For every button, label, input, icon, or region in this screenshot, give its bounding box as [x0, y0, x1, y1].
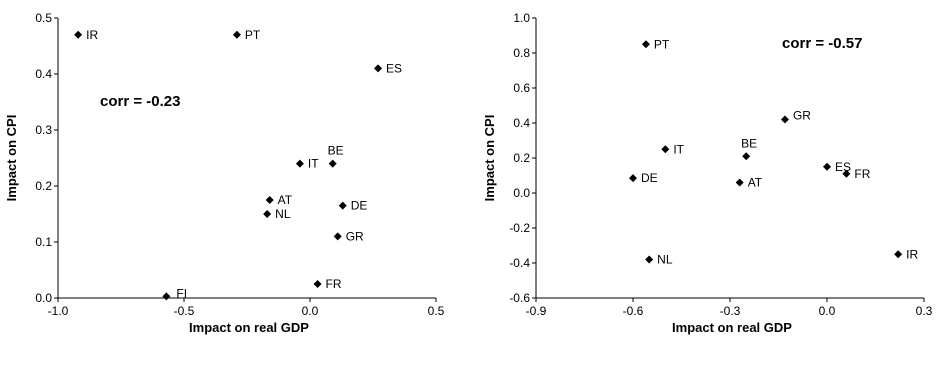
data-point-gr	[333, 232, 342, 241]
y-tick-label: 0.0	[35, 291, 52, 305]
x-tick-label: 0.0	[302, 304, 319, 318]
point-label-it: IT	[308, 157, 319, 171]
data-point-it	[661, 145, 670, 154]
data-point-at	[735, 178, 744, 187]
y-tick-label: 0.0	[513, 186, 530, 200]
data-point-gr	[780, 115, 789, 124]
point-label-be: BE	[741, 136, 757, 150]
scatter-plot-2: -0.6-0.4-0.20.00.20.40.60.81.0-0.9 -0.6 -0…	[482, 11, 933, 335]
x-axis-label: Impact on real GDP	[189, 320, 309, 335]
point-label-nl: NL	[657, 253, 673, 267]
y-tick-label: 0.4	[513, 116, 530, 130]
point-label-at: AT	[748, 176, 763, 190]
x-axis-label: Impact on real GDP	[672, 320, 792, 335]
y-tick-label: 0.1	[35, 235, 52, 249]
point-label-de: DE	[641, 171, 658, 185]
y-tick-label: 0.2	[35, 179, 52, 193]
y-tick-label: -0.4	[509, 256, 530, 270]
y-axis-label: Impact on CPI	[4, 115, 19, 202]
y-tick-label: 0.6	[513, 81, 530, 95]
point-label-es: ES	[386, 61, 402, 75]
y-tick-label: -0.6	[509, 291, 530, 305]
point-label-es: ES	[835, 160, 851, 174]
point-label-ir: IR	[906, 247, 918, 261]
y-axis-label: Impact on CPI	[482, 115, 497, 202]
point-label-fr: FR	[326, 277, 342, 291]
point-label-de: DE	[351, 199, 368, 213]
y-tick-label: 0.3	[35, 123, 52, 137]
data-point-de	[338, 201, 347, 210]
data-point-fr	[313, 280, 322, 288]
data-point-nl	[645, 255, 654, 264]
point-label-nl: NL	[275, 207, 291, 221]
data-point-pt	[232, 30, 241, 39]
data-point-pt	[641, 40, 650, 49]
x-tick-label: 0.5	[428, 304, 445, 318]
point-label-gr: GR	[793, 109, 811, 123]
scatter-plot-1: 0.0 0.1 0.2 0.3 0.4 0.5 -1.0 -0.5 0.0 0.5 Impact o…	[4, 11, 445, 335]
y-tick-label: 0.8	[513, 46, 530, 60]
data-point-at	[265, 196, 274, 204]
x-tick-label: -0.6	[623, 304, 644, 318]
data-point-it	[295, 159, 304, 168]
correlation-annotation: corr = -0.23	[100, 93, 180, 110]
y-tick-label: 0.2	[513, 151, 530, 165]
x-tick-label: -0.5	[174, 304, 195, 318]
x-tick-label: -0.9	[526, 304, 547, 318]
data-point-fi	[162, 292, 171, 301]
point-label-gr: GR	[346, 229, 364, 243]
data-point-fr	[842, 169, 851, 178]
y-tick-label: 0.5	[35, 11, 52, 25]
x-tick-label: -0.3	[720, 304, 741, 318]
y-tick-label: 0.4	[35, 67, 52, 81]
x-tick-label: 0.0	[819, 304, 836, 318]
data-point-nl	[263, 210, 272, 218]
point-label-ir: IR	[86, 28, 98, 42]
data-point-es	[823, 162, 831, 171]
point-label-fr: FR	[854, 167, 870, 181]
x-tick-label: 0.3	[916, 304, 933, 318]
data-point-be	[328, 159, 337, 168]
point-label-pt: PT	[654, 37, 670, 51]
point-label-it: IT	[673, 142, 684, 156]
x-tick-label: -1.0	[48, 304, 69, 318]
data-point-es	[374, 64, 383, 73]
data-point-ir	[894, 250, 903, 259]
point-label-fi: FI	[176, 286, 187, 300]
y-tick-label: 1.0	[513, 11, 530, 25]
data-point-be	[742, 152, 751, 161]
correlation-annotation: corr = -0.57	[782, 35, 862, 52]
point-label-be: BE	[328, 144, 344, 158]
data-point-de	[629, 174, 637, 183]
point-label-pt: PT	[245, 28, 261, 42]
point-label-at: AT	[278, 193, 293, 207]
data-point-ir	[74, 30, 83, 39]
y-tick-label: -0.2	[509, 221, 530, 235]
